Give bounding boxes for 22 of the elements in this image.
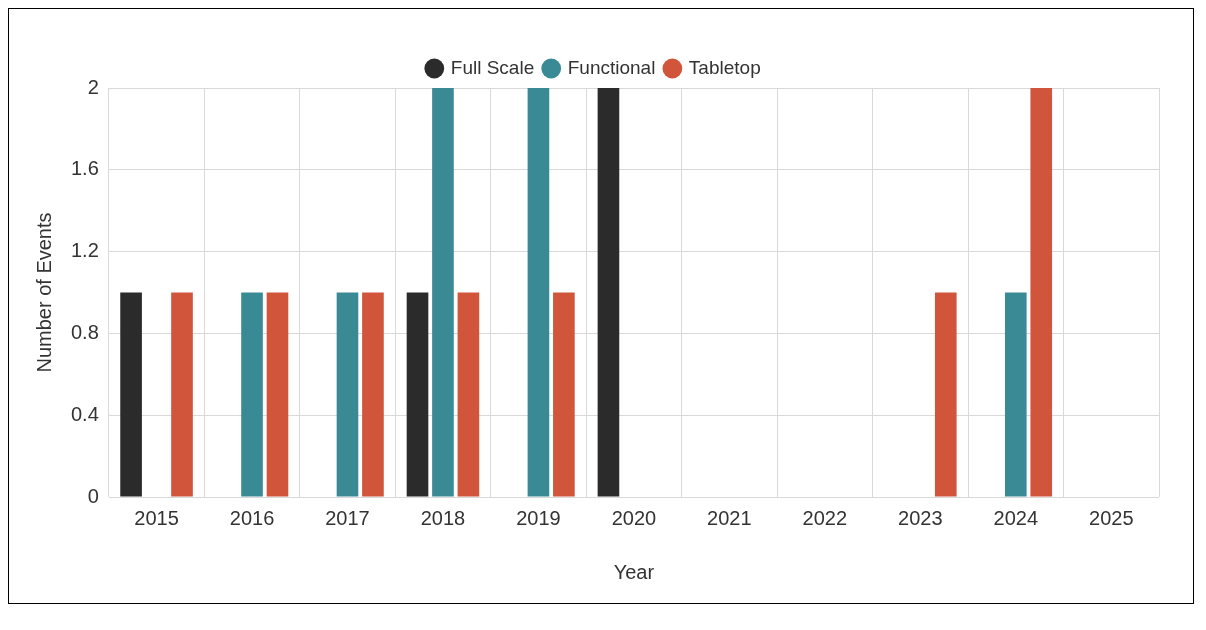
x-tick-label: 2015 (134, 506, 179, 529)
legend-label: Tabletop (688, 56, 761, 78)
x-tick-label: 2020 (611, 506, 657, 529)
y-tick-label: 1.2 (70, 239, 99, 262)
x-tick-label: 2022 (802, 506, 848, 529)
y-tick-label: 1.6 (70, 157, 99, 180)
x-tick-label: 2018 (420, 506, 466, 529)
x-tick-label: 2016 (229, 506, 275, 529)
x-tick-label: 2023 (898, 506, 943, 529)
legend-label: Functional (567, 56, 656, 78)
y-tick-label: 0 (87, 484, 99, 507)
y-axis-title: Number of Events (32, 212, 55, 373)
x-tick-label: 2017 (325, 506, 370, 529)
legend-label: Full Scale (450, 56, 535, 78)
x-tick-label: 2021 (707, 506, 752, 529)
y-tick-label: 0.8 (70, 320, 99, 343)
x-tick-label: 2025 (1089, 506, 1134, 529)
x-tick-label: 2024 (993, 506, 1039, 529)
x-axis-title: Year (613, 560, 655, 583)
y-tick-label: 2 (87, 75, 99, 98)
x-tick-label: 2019 (516, 506, 561, 529)
y-tick-label: 0.4 (70, 402, 99, 425)
